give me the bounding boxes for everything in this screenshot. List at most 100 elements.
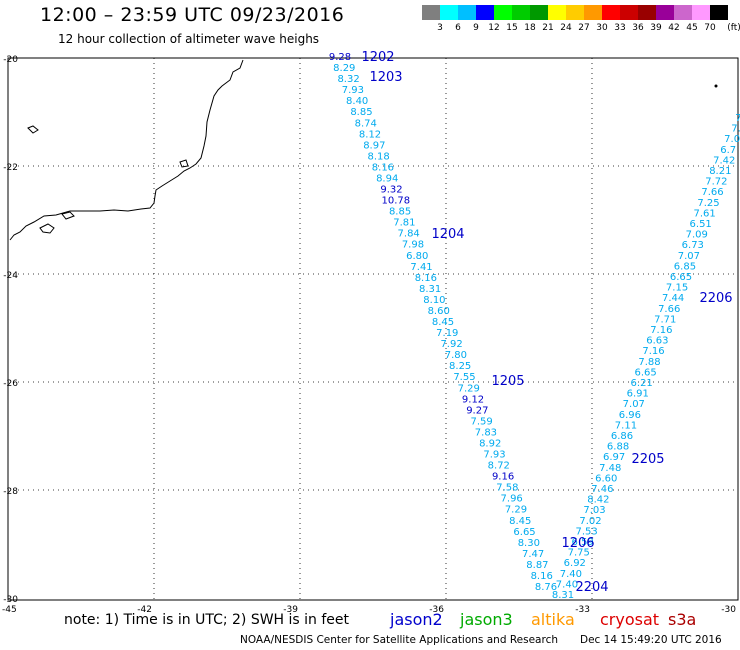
swh-value: 6.51 (690, 219, 712, 230)
swh-value: 8.94 (376, 173, 398, 184)
swh-value: 7.41 (410, 262, 432, 273)
legend-unit: (ft) (727, 23, 740, 33)
swh-value: 8.40 (346, 96, 368, 107)
swh-value: 7.93 (342, 85, 364, 96)
lon-tick-label: -45 (2, 605, 17, 615)
swh-value: 7.19 (436, 328, 458, 339)
swh-value: 6.86 (611, 431, 633, 442)
swh-value: 9.27 (466, 405, 488, 416)
pass-label: 1204 (431, 227, 464, 242)
swh-value: 8.42 (587, 495, 609, 506)
swh-value: 8.16 (531, 571, 553, 582)
swh-value: 6.65 (670, 272, 692, 283)
coastline-island (27, 125, 39, 134)
lon-tick-label: -39 (283, 605, 298, 615)
pass-label: 2206 (699, 291, 732, 306)
legend-label: 24 (560, 23, 572, 33)
legend-label: 70 (704, 23, 716, 33)
swh-value: 7.16 (650, 325, 672, 336)
legend-swatch (656, 5, 674, 20)
legend-swatch (566, 5, 584, 20)
swh-value: 7.0 (724, 134, 740, 145)
swh-value: 7.83 (475, 427, 497, 438)
legend-label: 9 (473, 23, 479, 33)
lat-tick-label: -28 (3, 487, 18, 497)
map-grid (8, 58, 738, 600)
swh-value: 8.45 (509, 516, 531, 527)
island-dot (714, 84, 718, 88)
swh-value: 6.7 (720, 145, 736, 156)
swh-value: 7.53 (575, 526, 597, 537)
swh-value: 8.45 (432, 317, 454, 328)
swh-value: 6.80 (406, 251, 428, 262)
swh-value: 7.09 (686, 230, 708, 241)
swh-value: 8.74 (355, 118, 377, 129)
legend-swatch (674, 5, 692, 20)
legend-label: 21 (542, 23, 554, 33)
swh-value: 7.98 (402, 240, 424, 251)
footer-credit: NOAA/NESDIS Center for Satellite Applica… (240, 634, 558, 646)
chart-title: 12:00 – 23:59 UTC 09/23/2016 (40, 4, 345, 26)
swh-value: 8.21 (709, 166, 731, 177)
legend-label: 36 (632, 23, 644, 33)
sat-jason2-label: jason2 (390, 610, 443, 629)
swh-value: 7.40 (560, 569, 582, 580)
swh-value: 7.71 (654, 314, 676, 325)
swh-value: 9.32 (380, 185, 402, 196)
legend-label: 33 (614, 23, 626, 33)
legend-swatch (494, 5, 512, 20)
track-b-values: 7.7.7.06.77.428.217.727.667.257.616.517.… (552, 113, 740, 601)
swh-value: 7.58 (496, 483, 518, 494)
swh-value: 6.59 (572, 537, 594, 548)
swh-value: 6.73 (682, 240, 704, 251)
swh-value: 8.30 (518, 538, 540, 549)
lon-tick-label: -42 (137, 605, 152, 615)
swh-value: 7.46 (591, 484, 613, 495)
lat-tick-label: -20 (3, 55, 18, 65)
swh-value: 8.92 (479, 438, 501, 449)
track-a-values: 9.288.298.327.938.408.858.748.128.978.18… (329, 52, 557, 593)
footer-timestamp: Dec 14 15:49:20 UTC 2016 (580, 634, 722, 646)
legend-swatch (638, 5, 656, 20)
legend-label: 27 (578, 23, 590, 33)
swh-value: 6.85 (674, 261, 696, 272)
swh-value: 7.29 (505, 505, 527, 516)
swh-value: 6.60 (595, 473, 617, 484)
swh-value: 6.21 (631, 378, 653, 389)
swh-value: 9.28 (329, 52, 351, 63)
legend-swatch (440, 5, 458, 20)
swh-value: 7.66 (701, 187, 723, 198)
swh-value: 6.92 (564, 558, 586, 569)
swh-value: 8.32 (337, 74, 359, 85)
lon-tick-label: -36 (429, 605, 444, 615)
swh-value: 6.96 (619, 410, 641, 421)
lat-tick-label: -24 (3, 271, 18, 281)
swh-value: 7.96 (501, 494, 523, 505)
lat-tick-label: -22 (3, 163, 18, 173)
sat-jason3-label: jason3 (460, 610, 513, 629)
swh-value: 7.84 (398, 229, 420, 240)
swh-value: 7.29 (458, 383, 480, 394)
coastline-island (39, 223, 55, 234)
swh-value: 8.29 (333, 63, 355, 74)
legend-label: 3 (437, 23, 443, 33)
swh-value: 7.47 (522, 549, 544, 560)
legend-label: 18 (524, 23, 536, 33)
swh-value: 6.63 (646, 336, 668, 347)
swh-value: 7.11 (615, 420, 637, 431)
pass-label: 1206 (561, 536, 594, 551)
sat-s3a-label: s3a (668, 610, 697, 629)
swh-value: 7.07 (678, 251, 700, 262)
legend-swatch (512, 5, 530, 20)
legend-swatch (530, 5, 548, 20)
legend-label: 30 (596, 23, 608, 33)
pass-label: 1202 (361, 50, 394, 65)
swh-value: 6.97 (603, 452, 625, 463)
swh-value: 9.12 (462, 394, 484, 405)
swh-value: 9.16 (492, 472, 514, 483)
swh-value: 7.02 (579, 516, 601, 527)
swh-value: 7.75 (568, 548, 590, 559)
swh-value: 7.59 (470, 416, 492, 427)
swh-value: 8.16 (372, 162, 394, 173)
pass-label: 1205 (491, 374, 524, 389)
